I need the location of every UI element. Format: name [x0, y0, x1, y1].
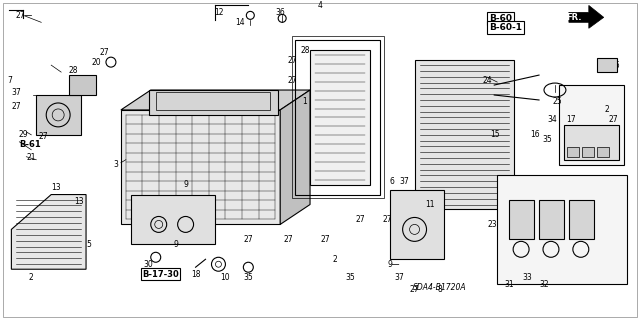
- Text: B-60: B-60: [489, 14, 512, 23]
- Text: 25: 25: [552, 98, 562, 107]
- Text: 13: 13: [74, 197, 84, 206]
- Text: 21: 21: [26, 153, 36, 162]
- Text: 13: 13: [51, 183, 61, 192]
- Text: 35: 35: [243, 273, 253, 282]
- Bar: [596, 58, 617, 72]
- Polygon shape: [415, 60, 514, 210]
- Bar: [131, 195, 216, 244]
- Text: 23: 23: [488, 220, 497, 229]
- Text: B-60-1: B-60-1: [489, 23, 522, 32]
- Polygon shape: [36, 95, 81, 135]
- Text: 27: 27: [287, 56, 297, 65]
- Text: 27: 27: [284, 235, 293, 244]
- Polygon shape: [69, 75, 96, 95]
- Bar: [596, 147, 609, 157]
- Text: 12: 12: [214, 8, 223, 17]
- Text: 7: 7: [7, 76, 12, 85]
- Text: SDA4-B1720A: SDA4-B1720A: [413, 283, 467, 292]
- Bar: [390, 189, 444, 259]
- Text: B-61: B-61: [19, 140, 41, 149]
- Text: 5: 5: [86, 240, 92, 249]
- Text: 9: 9: [173, 240, 178, 249]
- Bar: [582, 147, 594, 157]
- Text: 33: 33: [522, 273, 532, 282]
- Text: 26: 26: [611, 61, 621, 70]
- Text: 37: 37: [12, 87, 21, 97]
- Text: 11: 11: [425, 200, 435, 209]
- Text: 24: 24: [483, 76, 492, 85]
- Text: 29: 29: [19, 130, 28, 139]
- Text: FR.: FR.: [566, 13, 582, 22]
- Text: 27: 27: [38, 132, 48, 141]
- Polygon shape: [121, 110, 280, 225]
- Text: 35: 35: [345, 273, 355, 282]
- Text: 37: 37: [395, 273, 404, 282]
- Text: 27: 27: [99, 48, 109, 57]
- Polygon shape: [310, 50, 370, 185]
- Text: 8: 8: [437, 285, 442, 293]
- Polygon shape: [280, 90, 310, 225]
- Bar: [509, 199, 534, 239]
- Text: 19: 19: [435, 215, 444, 224]
- Text: 14: 14: [236, 18, 245, 27]
- Text: 27: 27: [609, 115, 618, 124]
- Text: 9—: 9—: [388, 260, 400, 269]
- Text: 20: 20: [91, 58, 101, 67]
- Text: 27: 27: [355, 215, 365, 224]
- Text: 18: 18: [191, 270, 200, 279]
- Text: 27: 27: [287, 76, 297, 85]
- Text: 32: 32: [539, 280, 549, 289]
- Bar: [148, 90, 278, 115]
- Text: 37: 37: [400, 177, 410, 186]
- Text: 9: 9: [183, 180, 188, 189]
- Text: 28: 28: [300, 46, 310, 55]
- Text: 6: 6: [389, 177, 394, 186]
- Text: 34: 34: [547, 115, 557, 124]
- Text: 35: 35: [542, 135, 552, 144]
- Bar: [497, 174, 627, 284]
- Text: 27: 27: [12, 102, 21, 111]
- Text: 36: 36: [275, 8, 285, 17]
- Polygon shape: [12, 195, 86, 269]
- Text: 27: 27: [410, 285, 419, 293]
- Text: 28: 28: [68, 66, 78, 75]
- Bar: [539, 199, 564, 239]
- Text: 22: 22: [590, 127, 600, 136]
- Text: B-17-30: B-17-30: [142, 270, 179, 279]
- Text: 16: 16: [530, 130, 540, 139]
- Text: 31: 31: [504, 280, 514, 289]
- Text: 2: 2: [604, 106, 609, 115]
- Text: 2: 2: [29, 273, 34, 282]
- Bar: [564, 125, 619, 160]
- Text: 27: 27: [320, 235, 330, 244]
- Bar: [559, 85, 623, 165]
- Bar: [295, 40, 380, 195]
- Text: 27—: 27—: [15, 11, 33, 20]
- Text: 1: 1: [303, 98, 307, 107]
- Text: 15: 15: [490, 130, 500, 139]
- Bar: [156, 92, 270, 110]
- Text: 4: 4: [317, 1, 323, 10]
- Text: 10: 10: [221, 273, 230, 282]
- Text: 27: 27: [243, 235, 253, 244]
- Text: 3: 3: [113, 160, 118, 169]
- Polygon shape: [121, 90, 310, 110]
- Polygon shape: [569, 5, 604, 28]
- Text: 27: 27: [383, 215, 392, 224]
- Bar: [292, 36, 384, 197]
- Text: 2: 2: [333, 255, 337, 264]
- Text: 17: 17: [566, 115, 576, 124]
- Bar: [569, 199, 594, 239]
- Text: 30: 30: [144, 260, 154, 269]
- Bar: [567, 147, 579, 157]
